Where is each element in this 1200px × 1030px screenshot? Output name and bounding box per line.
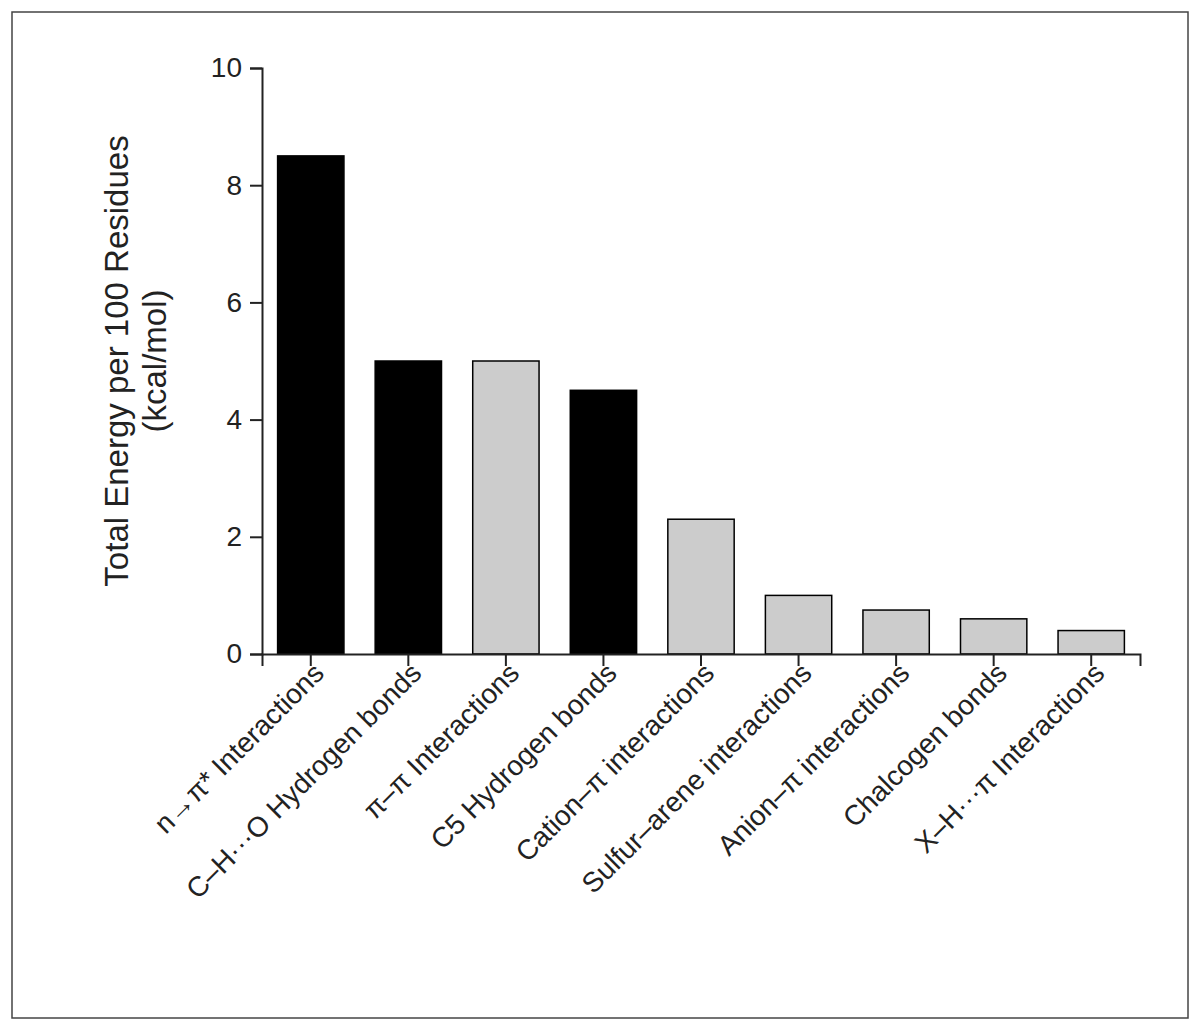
y-tick: 10 bbox=[211, 52, 262, 83]
x-tick-label: X–H···π Interactions bbox=[909, 657, 1111, 859]
x-tick-label: Cation–π interactions bbox=[510, 657, 721, 868]
y-axis-line bbox=[250, 69, 263, 655]
x-tick: Anion–π interactions bbox=[711, 654, 915, 861]
x-tick: Chalcogen bonds bbox=[837, 654, 1013, 833]
y-tick-label: 6 bbox=[226, 287, 242, 318]
y-tick-mark bbox=[250, 419, 262, 421]
y-tick-label: 10 bbox=[211, 52, 242, 83]
y-tick: 2 bbox=[226, 521, 262, 552]
y-tick-label: 2 bbox=[226, 521, 242, 552]
y-tick: 0 bbox=[226, 638, 262, 669]
x-tick: n→π* Interactions bbox=[148, 654, 330, 839]
frame bbox=[12, 12, 1188, 1018]
y-tick-label: 0 bbox=[226, 638, 242, 669]
plot: 0 2 4 6 8 10 n→π* InteractionsC–H···O Hydrogen… bbox=[148, 52, 1140, 904]
x-tick-label: Anion–π interactions bbox=[711, 657, 915, 861]
bar bbox=[960, 619, 1026, 654]
y-axis-title-line: (kcal/mol) bbox=[136, 289, 173, 432]
y-axis-title-line: Total Energy per 100 Residues bbox=[98, 135, 135, 586]
x-tick-label: n→π* Interactions bbox=[148, 657, 330, 839]
bar bbox=[1058, 631, 1124, 654]
y-tick: 6 bbox=[226, 287, 262, 318]
y-tick-label: 8 bbox=[226, 170, 242, 201]
y-tick-label: 4 bbox=[226, 404, 242, 435]
x-tick: Cation–π interactions bbox=[510, 654, 721, 868]
x-axis: n→π* InteractionsC–H···O Hydrogen bondsπ… bbox=[148, 654, 1140, 905]
y-tick-mark bbox=[250, 654, 262, 656]
chart: 0 2 4 6 8 10 n→π* InteractionsC–H···O Hydrogen… bbox=[0, 0, 1200, 1030]
x-tick: X–H···π Interactions bbox=[909, 654, 1111, 859]
y-axis-title: Total Energy per 100 Residues(kcal/mol) bbox=[98, 135, 173, 586]
y-tick-mark bbox=[250, 302, 262, 304]
bar bbox=[863, 610, 929, 654]
x-tick-label: C5 Hydrogen bonds bbox=[425, 657, 623, 855]
x-tick-label: Chalcogen bonds bbox=[837, 657, 1013, 833]
bar bbox=[765, 595, 831, 654]
bars bbox=[278, 156, 1125, 654]
y-tick-mark bbox=[250, 536, 262, 538]
bar bbox=[570, 390, 636, 654]
x-tick: C5 Hydrogen bonds bbox=[425, 654, 623, 855]
y-tick-mark bbox=[250, 68, 262, 70]
y-tick: 4 bbox=[226, 404, 262, 435]
bar bbox=[473, 361, 539, 654]
bar bbox=[668, 519, 734, 654]
y-tick: 8 bbox=[226, 170, 262, 201]
y-tick-mark bbox=[250, 185, 262, 187]
bar bbox=[278, 156, 344, 654]
y-axis: 0 2 4 6 8 10 bbox=[211, 52, 263, 669]
bar bbox=[375, 361, 441, 654]
